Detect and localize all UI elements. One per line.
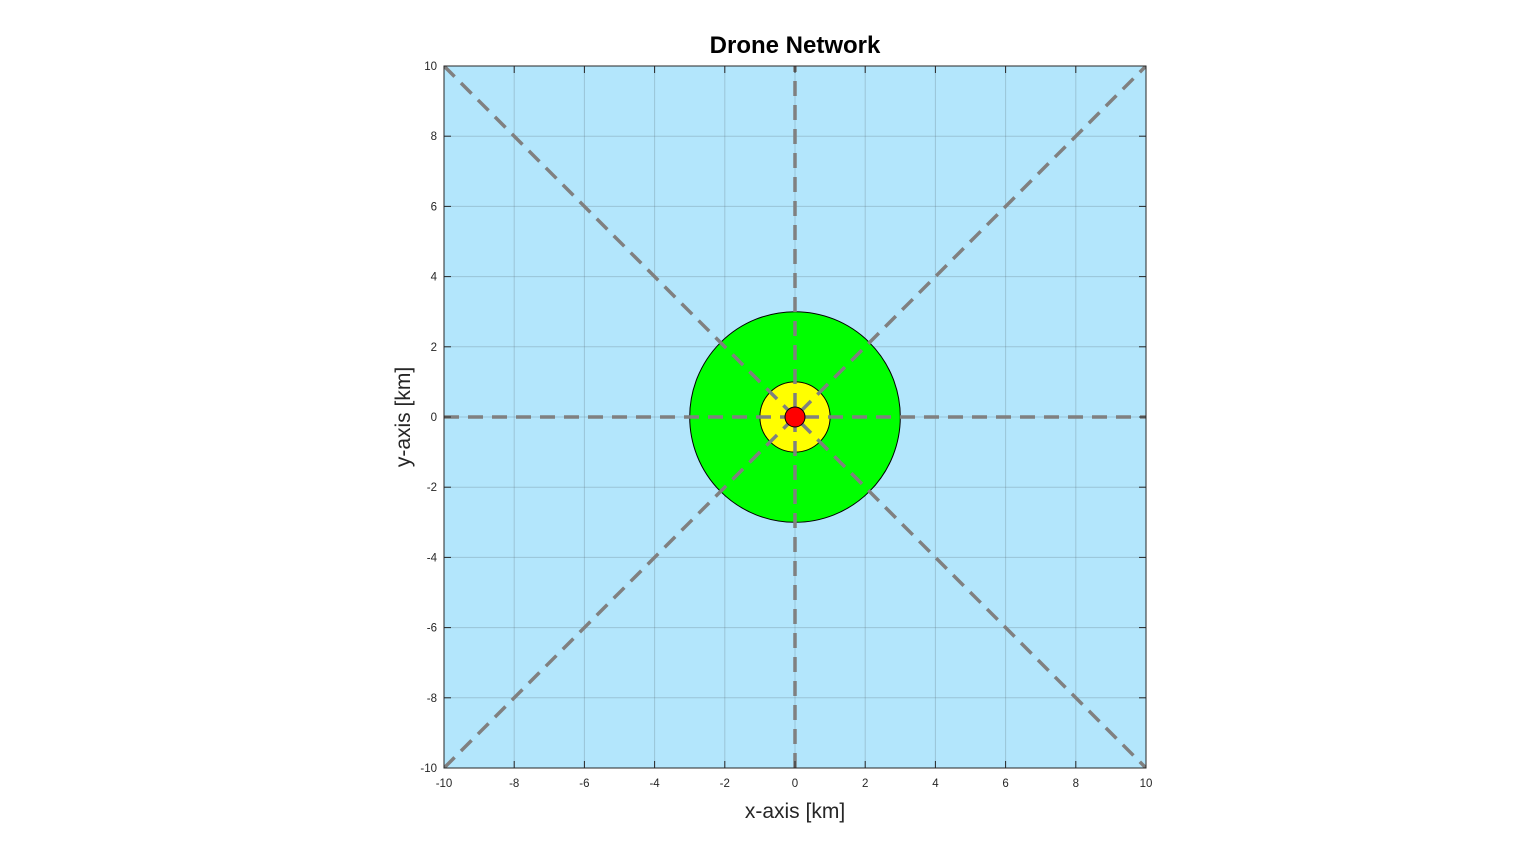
x-tick-label: 6 <box>1002 778 1008 790</box>
x-tick-label: -2 <box>720 778 730 790</box>
dashed-line <box>444 66 1146 768</box>
x-tick-label: 8 <box>1073 778 1079 790</box>
y-tick-label: 6 <box>431 201 437 213</box>
y-tick-label: 10 <box>424 61 437 73</box>
plot-area: -10 -8 -6 -4 -2 0 2 4 6 8 10 -10 -8 -6 -4 -2 0 2 4 6 8 10 <box>420 61 1152 790</box>
x-tick-label: 2 <box>862 778 868 790</box>
y-tick-label: -8 <box>427 693 437 705</box>
y-tick-label: -2 <box>427 482 437 494</box>
y-tick-label: -4 <box>427 552 438 564</box>
dashed-line <box>444 66 1146 768</box>
y-axis-label: y-axis [km] <box>392 367 415 467</box>
x-tick-label: -10 <box>436 778 453 790</box>
chart-title: Drone Network <box>710 32 881 59</box>
x-tick-label: -8 <box>509 778 519 790</box>
y-tick-label: 4 <box>431 272 438 284</box>
x-tick-label: 10 <box>1140 778 1153 790</box>
x-tick-label: 4 <box>932 778 939 790</box>
y-tick-label: -10 <box>420 763 437 775</box>
x-tick-label: -6 <box>579 778 589 790</box>
y-tick-label: -6 <box>427 623 437 635</box>
x-axis-label: x-axis [km] <box>745 800 845 823</box>
y-tick-label: 8 <box>431 131 437 143</box>
center-point <box>784 406 806 428</box>
y-tick-label: 0 <box>431 412 437 424</box>
x-tick-label: -4 <box>649 778 660 790</box>
x-tick-label: 0 <box>792 778 798 790</box>
y-tick-label: 2 <box>431 342 437 354</box>
